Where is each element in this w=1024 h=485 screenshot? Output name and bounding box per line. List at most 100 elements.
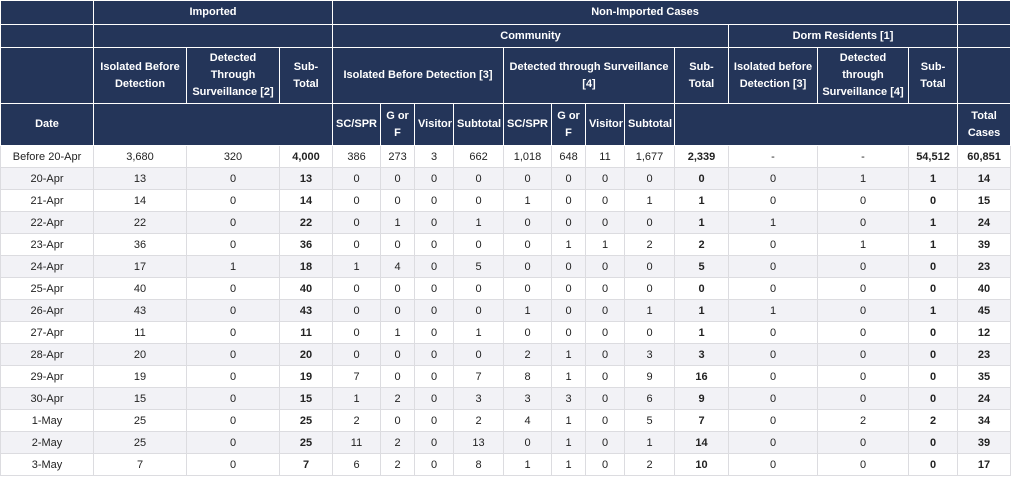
column-header: Detected through Surveillance [4] — [817, 47, 910, 104]
column-header: Isolated Before Detection — [93, 47, 187, 104]
value-cell: 0 — [908, 255, 959, 278]
value-cell: 25 — [93, 431, 187, 454]
value-cell: 20 — [93, 343, 187, 366]
value-cell: 0 — [503, 431, 553, 454]
value-cell: 4 — [380, 255, 416, 278]
value-cell: 0 — [551, 167, 587, 190]
value-cell: 0 — [908, 365, 959, 388]
value-cell: 0 — [817, 431, 910, 454]
value-cell: 0 — [453, 299, 505, 322]
value-cell: 8 — [503, 365, 553, 388]
value-cell: 1 — [908, 211, 959, 234]
value-cell: 3 — [414, 145, 455, 168]
value-cell: 0 — [817, 343, 910, 366]
table-row: 30-Apr 15 0 15 1 2 0 3 3 3 0 6 9 0 0 0 24 — [0, 387, 1012, 410]
value-cell: 0 — [585, 277, 626, 300]
value-cell: 2 — [624, 233, 676, 256]
value-cell: 36 — [93, 233, 187, 256]
column-header: Sub-Total — [278, 47, 334, 104]
value-cell: 1 — [908, 299, 959, 322]
group-header: Imported — [92, 0, 334, 25]
date-cell: 27-Apr — [0, 321, 94, 344]
value-cell: 40 — [957, 277, 1012, 300]
value-cell: 0 — [332, 211, 382, 234]
value-cell: 13 — [93, 167, 187, 190]
value-cell: 0 — [585, 343, 626, 366]
value-cell: 8 — [453, 453, 505, 476]
value-cell: 13 — [278, 167, 334, 190]
value-cell: 0 — [414, 255, 455, 278]
table-row: 28-Apr 20 0 20 0 0 0 0 2 1 0 3 3 0 0 0 23 — [0, 343, 1012, 366]
value-cell: 1 — [674, 321, 730, 344]
value-cell: 0 — [817, 321, 910, 344]
value-cell: 0 — [817, 453, 910, 476]
value-cell: 0 — [414, 277, 455, 300]
date-cell: 24-Apr — [0, 255, 94, 278]
value-cell: 7 — [332, 365, 382, 388]
table-row: 1-May 25 0 25 2 0 0 2 4 1 0 5 7 0 2 2 34 — [0, 409, 1012, 432]
value-cell: 1 — [908, 167, 959, 190]
value-cell: 0 — [186, 431, 280, 454]
column-header: SC/SPR — [503, 103, 553, 146]
blank — [0, 0, 94, 25]
value-cell: 0 — [414, 365, 455, 388]
value-cell: 0 — [585, 211, 626, 234]
value-cell: 0 — [414, 431, 455, 454]
value-cell: 0 — [414, 321, 455, 344]
date-cell: 29-Apr — [0, 365, 94, 388]
value-cell: 0 — [186, 409, 280, 432]
value-cell: 1 — [728, 299, 819, 322]
value-cell: 39 — [957, 233, 1012, 256]
value-cell: 0 — [585, 387, 626, 410]
value-cell: 25 — [278, 409, 334, 432]
value-cell: 2 — [332, 409, 382, 432]
value-cell: 0 — [186, 167, 280, 190]
column-header: Subtotal — [624, 103, 676, 146]
value-cell: 24 — [957, 387, 1012, 410]
value-cell: 0 — [453, 189, 505, 212]
value-cell: 0 — [453, 277, 505, 300]
value-cell: 0 — [728, 453, 819, 476]
value-cell: 2 — [380, 431, 416, 454]
value-cell: 0 — [186, 387, 280, 410]
group-header: Dorm Residents [1] — [728, 24, 959, 48]
value-cell: 0 — [332, 321, 382, 344]
value-cell: 1 — [674, 299, 730, 322]
value-cell: 11 — [585, 145, 626, 168]
value-cell: 9 — [674, 387, 730, 410]
value-cell: 386 — [332, 145, 382, 168]
column-header: Subtotal — [453, 103, 505, 146]
value-cell: 43 — [93, 299, 187, 322]
value-cell: 23 — [957, 343, 1012, 366]
value-cell: 0 — [585, 189, 626, 212]
value-cell: 1 — [453, 211, 505, 234]
value-cell: 0 — [674, 277, 730, 300]
value-cell: 0 — [414, 409, 455, 432]
date-cell: 2-May — [0, 431, 94, 454]
value-cell: 7 — [453, 365, 505, 388]
value-cell: 0 — [908, 387, 959, 410]
value-cell: 17 — [957, 453, 1012, 476]
value-cell: 0 — [728, 277, 819, 300]
table-row: 2-May 25 0 25 11 2 0 13 0 1 0 1 14 0 0 0 39 — [0, 431, 1012, 454]
value-cell: 1 — [380, 321, 416, 344]
blank — [957, 0, 1012, 25]
table-header: Imported Non-Imported Cases Community Do… — [0, 0, 1012, 146]
value-cell: 1 — [332, 387, 382, 410]
value-cell: 5 — [624, 409, 676, 432]
table-row: 25-Apr 40 0 40 0 0 0 0 0 0 0 0 0 0 0 0 40 — [0, 277, 1012, 300]
value-cell: 60,851 — [957, 145, 1012, 168]
value-cell: 0 — [585, 321, 626, 344]
value-cell: 2 — [674, 233, 730, 256]
value-cell: 19 — [93, 365, 187, 388]
date-cell: 30-Apr — [0, 387, 94, 410]
value-cell: 0 — [728, 343, 819, 366]
value-cell: 0 — [414, 233, 455, 256]
value-cell: 0 — [186, 299, 280, 322]
value-cell: 19 — [278, 365, 334, 388]
value-cell: 0 — [908, 277, 959, 300]
value-cell: 1 — [674, 211, 730, 234]
value-cell: 2 — [380, 453, 416, 476]
value-cell: 1 — [624, 299, 676, 322]
